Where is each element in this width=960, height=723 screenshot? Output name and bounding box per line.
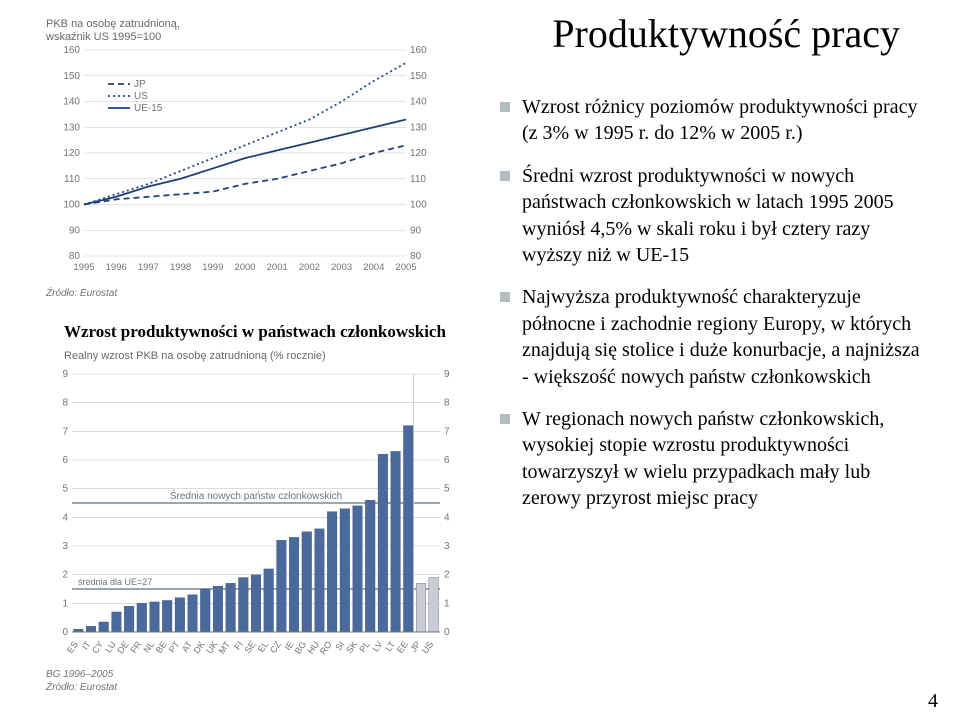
svg-text:8: 8 [444,398,450,409]
slide: Produktywność pracy PKB na osobę zatrudn… [0,0,960,723]
svg-text:1995: 1995 [73,262,94,273]
svg-text:4: 4 [62,512,68,523]
top-chart-source: Źródło: Eurostat [46,288,117,299]
svg-text:2: 2 [444,570,450,581]
svg-text:CY: CY [90,639,105,655]
svg-text:6: 6 [62,455,68,466]
bullet-item: Najwyższa produktywność charakteryzuje p… [500,284,920,390]
svg-text:LT: LT [383,639,397,653]
svg-text:średnia dla UE=27: średnia dla UE=27 [78,577,152,587]
svg-text:UK: UK [204,639,219,655]
svg-text:PL: PL [357,639,372,654]
svg-text:JP: JP [134,79,146,90]
svg-text:NL: NL [141,639,156,654]
svg-text:MT: MT [217,639,233,656]
svg-text:160: 160 [63,45,80,56]
svg-text:1: 1 [444,598,450,609]
svg-text:SK: SK [344,639,359,655]
svg-text:FR: FR [128,639,143,655]
svg-text:5: 5 [444,484,450,495]
svg-text:US: US [134,91,148,102]
svg-text:6: 6 [444,455,450,466]
svg-text:DK: DK [192,639,207,655]
svg-text:ES: ES [65,639,80,655]
svg-text:150: 150 [410,71,427,82]
svg-text:90: 90 [69,225,81,236]
svg-text:CZ: CZ [268,639,283,655]
bullet-item: Średni wzrost produktywności w nowych pa… [500,163,920,269]
svg-text:5: 5 [62,484,68,495]
svg-text:Średnia nowych państw członkow: Średnia nowych państw członkowskich [170,489,342,502]
svg-text:LV: LV [370,639,384,653]
bullet-item: Wzrost różnicy poziomów produktywności p… [500,94,920,147]
svg-text:2001: 2001 [267,262,288,273]
svg-text:1: 1 [62,598,68,609]
svg-text:100: 100 [63,200,80,211]
top-chart: 80 80 90 90 100 100 110 110 120 120 130 130 140 140 15… [46,44,436,276]
svg-text:140: 140 [63,97,80,108]
svg-text:130: 130 [410,122,427,133]
svg-text:DE: DE [115,639,130,655]
bottom-chart-source-1: BG 1996–2005 [46,669,113,680]
svg-text:150: 150 [63,71,80,82]
svg-text:2004: 2004 [363,262,384,273]
svg-text:0: 0 [444,627,450,638]
svg-text:JP: JP [408,639,422,653]
svg-text:140: 140 [410,97,427,108]
svg-text:80: 80 [410,251,422,262]
svg-text:BE: BE [154,639,169,655]
svg-text:2005: 2005 [395,262,416,273]
top-chart-label-1: PKB na osobę zatrudnioną, [46,18,180,30]
svg-text:3: 3 [62,541,68,552]
bottom-chart-heading: Wzrost produktywności w państwach członk… [64,322,446,342]
svg-text:7: 7 [62,426,68,437]
bottom-chart-source: BG 1996–2005 Źródło: Eurostat [46,668,117,694]
svg-text:AT: AT [180,639,195,654]
svg-text:110: 110 [64,174,80,185]
svg-text:2000: 2000 [234,262,255,273]
svg-text:1998: 1998 [170,262,191,273]
bullet-item: W regionach nowych państw członkowskich,… [500,406,920,512]
svg-text:4: 4 [444,512,450,523]
bottom-chart-subtitle: Realny wzrost PKB na osobę zatrudnioną (… [64,350,326,362]
bottom-chart: 0 0 1 1 2 2 3 3 4 4 5 5 6 6 7 7 8 8 9 9 Średnia nowych państ… [46,368,462,660]
svg-text:US: US [420,639,435,655]
svg-text:UE-15: UE-15 [134,103,163,114]
svg-text:EL: EL [256,639,271,654]
svg-text:3: 3 [444,541,450,552]
svg-text:160: 160 [410,45,427,56]
svg-text:SE: SE [243,639,258,655]
svg-text:120: 120 [410,148,427,159]
svg-text:1999: 1999 [202,262,223,273]
svg-text:8: 8 [62,398,68,409]
svg-text:90: 90 [410,225,422,236]
svg-text:2003: 2003 [331,262,352,273]
svg-text:1997: 1997 [138,262,159,273]
svg-text:1996: 1996 [106,262,127,273]
svg-text:80: 80 [69,251,81,262]
bottom-chart-source-2: Źródło: Eurostat [46,682,117,693]
svg-text:100: 100 [410,200,427,211]
slide-title: Produktywność pracy [552,10,900,57]
bullet-list: Wzrost różnicy poziomów produktywności p… [500,94,920,527]
page-number: 4 [928,690,938,713]
svg-text:EE: EE [395,639,410,655]
svg-text:0: 0 [62,627,68,638]
svg-text:9: 9 [62,369,68,380]
svg-text:RO: RO [318,639,334,656]
top-chart-label-2: wskaźnik US 1995=100 [46,31,161,43]
top-chart-axis-label: PKB na osobę zatrudnioną, wskaźnik US 19… [46,18,180,44]
svg-text:LU: LU [103,639,118,654]
svg-text:PT: PT [167,639,182,655]
svg-text:2: 2 [62,570,68,581]
svg-text:110: 110 [410,174,426,185]
svg-text:7: 7 [444,426,450,437]
svg-text:9: 9 [444,369,450,380]
svg-text:120: 120 [63,148,80,159]
svg-text:2002: 2002 [299,262,320,273]
svg-text:130: 130 [63,122,80,133]
